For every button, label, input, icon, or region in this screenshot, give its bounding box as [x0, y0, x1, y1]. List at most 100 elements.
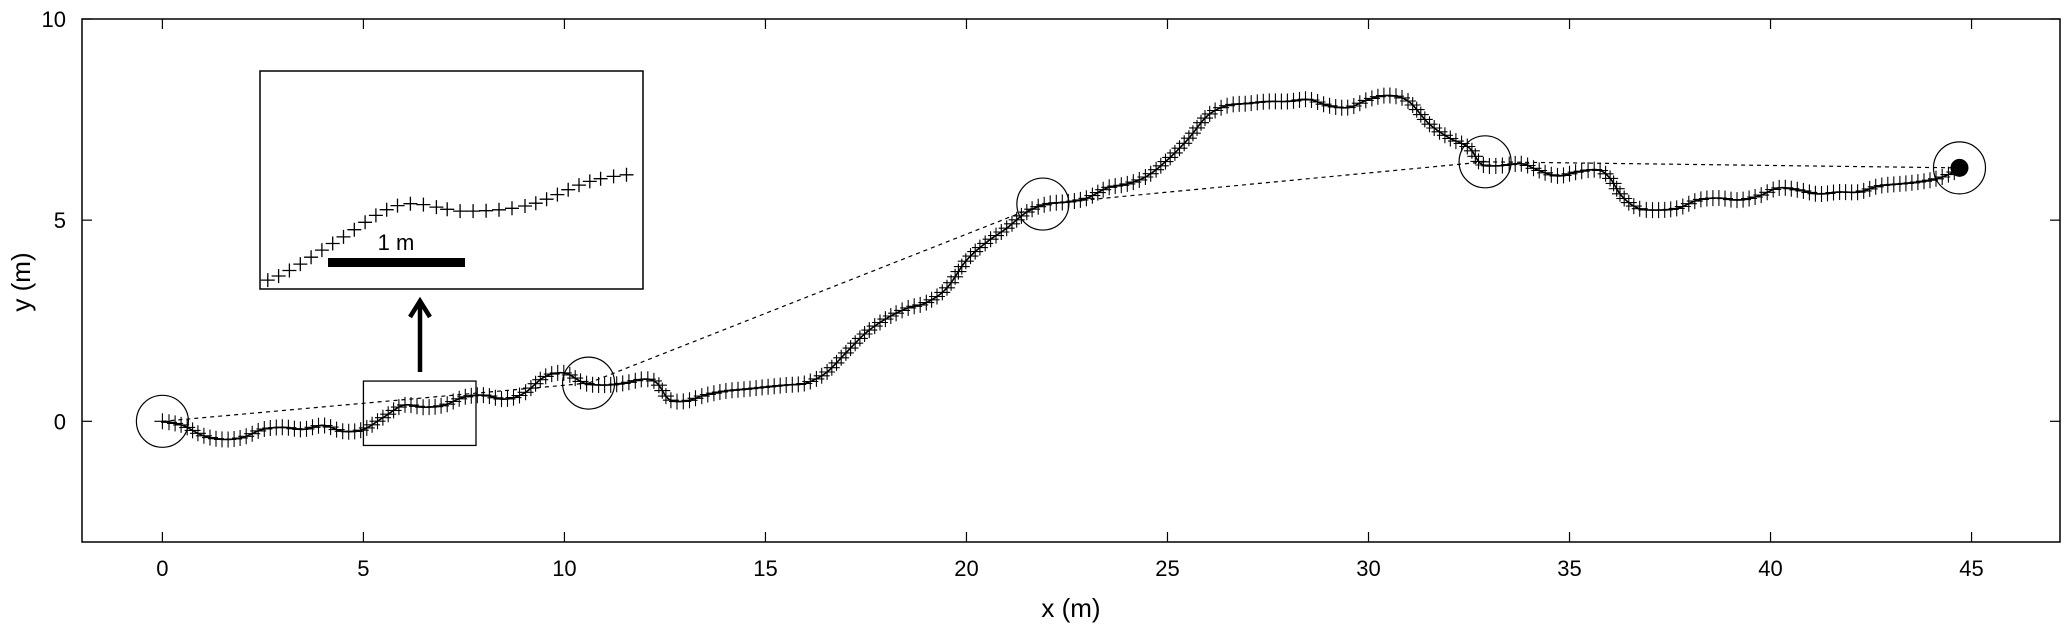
trajectory-marker: [1717, 190, 1733, 207]
trajectory-marker: [1381, 87, 1398, 104]
inset-marker: [518, 199, 532, 213]
trajectory-marker: [1543, 166, 1560, 183]
trajectory-marker: [1148, 161, 1165, 178]
trajectory-marker: [1922, 172, 1938, 189]
inset-marker: [466, 204, 481, 219]
inset-marker: [550, 187, 565, 202]
trajectory-marker: [1345, 98, 1362, 114]
trajectory-marker: [298, 420, 315, 437]
trajectory-marker: [322, 419, 339, 436]
trajectory-marker: [1339, 99, 1356, 116]
trajectory-marker: [527, 375, 544, 392]
trajectory-marker: [167, 415, 184, 432]
trajectory-marker: [1819, 185, 1836, 202]
trajectory-marker: [1777, 179, 1794, 196]
trajectory-marker: [1004, 215, 1020, 232]
trajectory-marker: [1537, 164, 1554, 181]
trajectory-marker: [1741, 190, 1758, 207]
trajectory-marker: [256, 421, 273, 437]
trajectory-marker: [602, 376, 619, 393]
trajectory-marker: [888, 305, 905, 322]
inset-marker: [619, 167, 634, 182]
trajectory-marker: [772, 377, 789, 394]
trajectory-series: [154, 87, 1963, 448]
trajectory-marker: [1119, 175, 1136, 192]
inset-marker: [293, 257, 308, 272]
trajectory-marker: [1297, 91, 1314, 108]
trajectory-marker: [1861, 180, 1878, 197]
trajectory-marker: [208, 430, 224, 447]
trajectory-marker: [481, 388, 498, 405]
zoom-arrow: [408, 296, 432, 372]
trajectory-marker: [1042, 195, 1059, 212]
trajectory-marker: [572, 373, 589, 390]
trajectory-marker: [1024, 201, 1041, 218]
plot-frame: [81, 18, 2061, 543]
waypoint-circle: [135, 394, 190, 448]
trajectory-marker: [1597, 165, 1614, 182]
y-axis-title: y (m): [6, 252, 36, 311]
waypoint-circle: [1458, 135, 1512, 189]
trajectory-marker: [1710, 190, 1727, 206]
inset-panel: 1 m: [259, 70, 644, 290]
trajectory-marker: [1152, 157, 1169, 174]
trajectory-marker: [1783, 180, 1800, 197]
trajectory-marker: [499, 390, 516, 407]
trajectory-marker: [711, 384, 728, 400]
trajectory-marker: [1625, 198, 1642, 215]
inset-marker: [561, 182, 576, 197]
trajectory-marker: [1674, 198, 1691, 215]
y-tick-label: 0: [54, 409, 66, 434]
trajectory-marker: [439, 396, 456, 413]
trajectory-marker: [1573, 163, 1590, 180]
trajectory-marker: [1909, 174, 1926, 191]
trajectory-marker: [687, 390, 704, 407]
trajectory-marker: [693, 388, 710, 405]
trajectory-marker: [1157, 153, 1174, 170]
inset-marker: [505, 201, 519, 216]
trajectory-marker: [1131, 171, 1148, 188]
trajectory-marker: [1813, 186, 1830, 202]
trajectory-marker: [967, 243, 984, 260]
trajectory-marker: [620, 374, 637, 391]
trajectory-marker: [487, 389, 504, 406]
trajectory-marker: [1421, 116, 1438, 133]
trajectory-marker: [699, 386, 716, 403]
trajectory-marker: [819, 364, 836, 380]
trajectory-marker: [1855, 182, 1872, 199]
trajectory-marker: [1327, 99, 1344, 115]
trajectory-marker: [1363, 90, 1380, 107]
trajectory-marker: [1321, 97, 1338, 114]
trajectory-marker: [1555, 167, 1572, 184]
trajectory-marker: [1357, 92, 1374, 109]
trajectory-marker: [232, 430, 249, 446]
waypoint-circle: [1016, 177, 1070, 231]
trajectory-marker: [1789, 181, 1806, 198]
trajectory-marker: [505, 389, 522, 406]
zoom-arrow-head: [408, 296, 432, 319]
trajectory-marker: [1759, 184, 1776, 201]
trajectory-marker: [1162, 149, 1179, 166]
inset-marker: [440, 202, 455, 217]
trajectory-marker: [614, 375, 631, 392]
trajectory-marker: [760, 378, 777, 395]
connector-line: [1042, 161, 1486, 205]
trajectory-marker: [1030, 198, 1047, 215]
zoom-box: [362, 380, 477, 447]
trajectory-marker: [161, 414, 177, 431]
trajectory-marker: [1747, 189, 1764, 205]
trajectory-marker: [1237, 95, 1254, 112]
trajectory-marker: [1531, 162, 1548, 179]
scale-bar: [328, 258, 465, 267]
end-point-marker: [1950, 158, 1969, 177]
inset-marker: [572, 178, 586, 193]
trajectory-marker: [856, 326, 873, 342]
x-tick-label: 5: [357, 556, 369, 581]
trajectory-marker: [1765, 181, 1782, 198]
trajectory-marker: [1501, 156, 1518, 173]
trajectory-marker: [304, 419, 321, 436]
waypoint-circles: [135, 135, 1987, 448]
trajectory-marker: [173, 416, 190, 433]
trajectory-marker: [1243, 95, 1260, 112]
trajectory-marker: [1897, 175, 1914, 192]
